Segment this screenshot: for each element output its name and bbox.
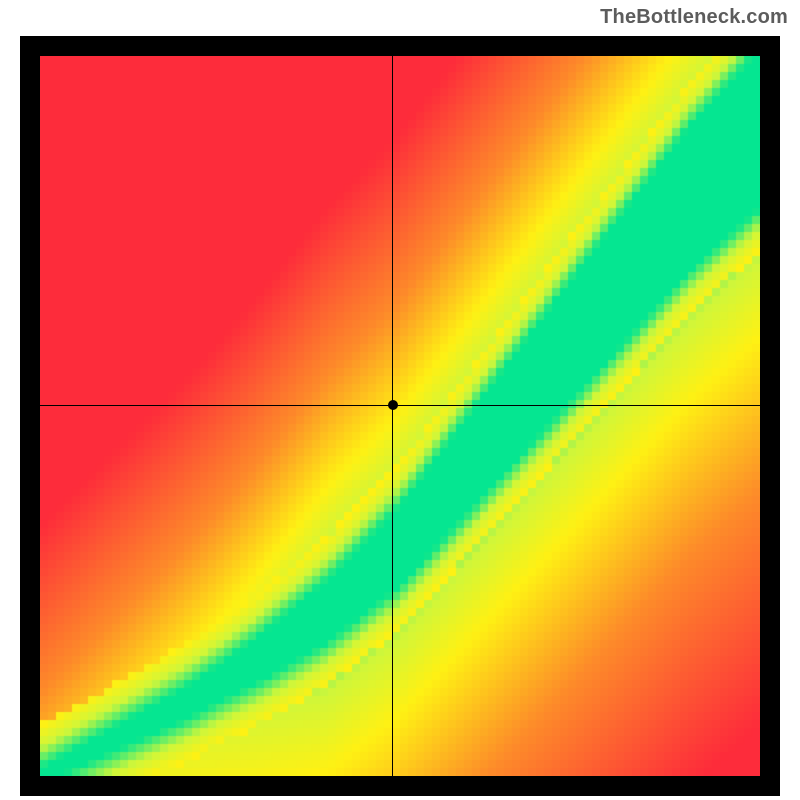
marker-dot — [388, 400, 398, 410]
watermark-text: TheBottleneck.com — [600, 6, 788, 29]
chart-container: TheBottleneck.com — [0, 0, 800, 800]
crosshair-horizontal — [40, 405, 760, 406]
plot-frame — [20, 36, 780, 796]
heatmap-canvas — [40, 56, 760, 776]
crosshair-vertical — [392, 56, 393, 776]
